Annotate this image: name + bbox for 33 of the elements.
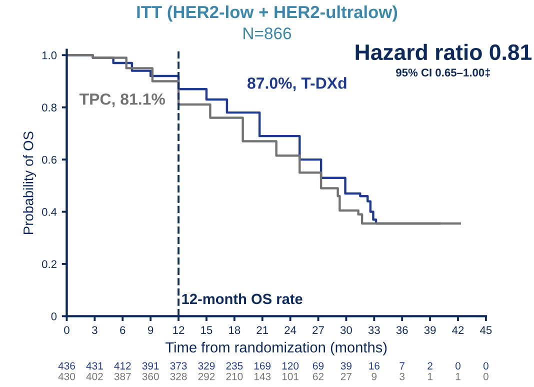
x-tick-label: 6: [120, 326, 126, 334]
chart-subtitle: N=866: [244, 28, 292, 40]
x-tick-label: 39: [424, 326, 436, 334]
series-label: TPC, 81.1%: [80, 93, 166, 108]
series-label: 87.0%, T-DXd: [248, 77, 346, 92]
y-tick-label: 1.0: [42, 51, 57, 60]
x-tick-label: 18: [229, 326, 240, 334]
x-tick-label: 33: [368, 326, 380, 334]
x-tick-label: 3: [92, 326, 98, 334]
x-tick-label: 42: [452, 326, 464, 334]
x-tick-label: 0: [64, 326, 70, 334]
x-axis-title: Time from randomization (months): [166, 342, 387, 356]
y-axis-title: Probability of OS: [23, 132, 36, 234]
x-tick-label: 27: [312, 326, 324, 334]
x-tick-label: 36: [396, 326, 408, 334]
x-tick-label: 9: [148, 326, 154, 334]
x-tick-label: 21: [256, 326, 268, 334]
x-tick-label: 12: [173, 326, 184, 334]
ref-line-label: 12-month OS rate: [182, 293, 302, 304]
annotation: 95% CI 0.65–1.00‡: [396, 68, 490, 78]
x-tick-label: 24: [284, 326, 296, 334]
y-tick-label: 0.8: [42, 104, 57, 112]
y-tick-label: 0.2: [42, 260, 56, 268]
y-tick-label: 0.6: [42, 156, 57, 164]
text: 430 402 387 360 328 292 210 143 101 62 27 9 3 1 1 0: [58, 372, 488, 380]
y-tick-label: 0.4: [42, 208, 57, 216]
text: 436 431 412 391 373 329 235 169 120 69 39 16 7 2 0 0: [58, 362, 488, 370]
annotation: Hazard ratio 0.81: [356, 44, 532, 60]
x-tick-label: 15: [201, 326, 212, 334]
x-tick-label: 30: [340, 326, 352, 334]
x-tick-label: 45: [480, 326, 492, 334]
y-tick-label: 0: [51, 312, 57, 320]
chart-title: ITT (HER2-low + HER2-ultralow): [137, 5, 398, 22]
